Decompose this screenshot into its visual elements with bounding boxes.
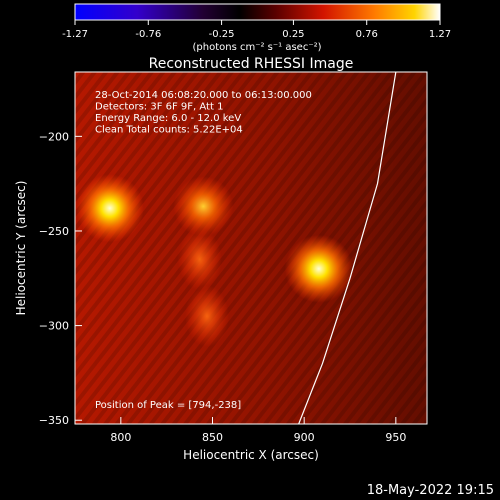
emission-source <box>177 228 222 291</box>
colorbar-ticks: -1.27 -0.76 -0.25 0.25 0.76 1.27 <box>62 20 451 40</box>
colorbar-tick-label: -0.76 <box>135 29 161 40</box>
image-area <box>75 72 427 424</box>
x-axis-label: Heliocentric X (arcsec) <box>183 448 319 462</box>
y-tick-label: −300 <box>39 320 69 333</box>
y-axis-label: Heliocentric Y (arcsec) <box>14 181 28 316</box>
colorbar-tick-label: 0.76 <box>356 29 378 40</box>
solar-limb-curve <box>298 72 397 424</box>
x-tick-label: 850 <box>202 431 223 444</box>
emission-source <box>284 234 353 303</box>
x-tick-label: 900 <box>294 431 315 444</box>
colorbar-unit-label: (photons cm⁻² s⁻¹ asec⁻²) <box>192 42 321 53</box>
y-tick-label: −250 <box>39 225 69 238</box>
y-axis-ticks: −200 −250 −300 −350 <box>39 130 82 427</box>
chart-title: Reconstructed RHESSI Image <box>149 56 354 72</box>
annotation-block: 28-Oct-2014 06:08:20.000 to 06:13:00.000… <box>95 90 312 136</box>
y-tick-label: −350 <box>39 414 69 427</box>
colorbar-tick-label: -0.25 <box>209 29 235 40</box>
annotation-line: Energy Range: 6.0 - 12.0 keV <box>95 113 241 124</box>
colorbar-tick-label: -1.27 <box>62 29 88 40</box>
x-tick-label: 800 <box>110 431 131 444</box>
emission-sources <box>75 174 353 347</box>
plot-frame <box>74 71 428 425</box>
emission-source <box>173 176 234 237</box>
annotation-line: 28-Oct-2014 06:08:20.000 to 06:13:00.000 <box>95 90 312 101</box>
peak-position-label: Position of Peak = [794,-238] <box>95 400 241 411</box>
colorbar-tick-label: 0.25 <box>282 29 304 40</box>
render-timestamp: 18-May-2022 19:15 <box>366 483 494 498</box>
annotation-line: Clean Total counts: 5.22E+04 <box>95 125 243 136</box>
colorbar <box>74 3 441 21</box>
annotation-line: Detectors: 3F 6F 9F, Att 1 <box>95 102 223 113</box>
emission-source <box>75 174 144 243</box>
y-tick-label: −200 <box>39 130 69 143</box>
emission-source <box>185 285 229 347</box>
colorbar-tick-label: 1.27 <box>429 29 451 40</box>
x-axis-ticks: 800 850 900 950 <box>110 417 406 444</box>
x-tick-label: 950 <box>385 431 406 444</box>
